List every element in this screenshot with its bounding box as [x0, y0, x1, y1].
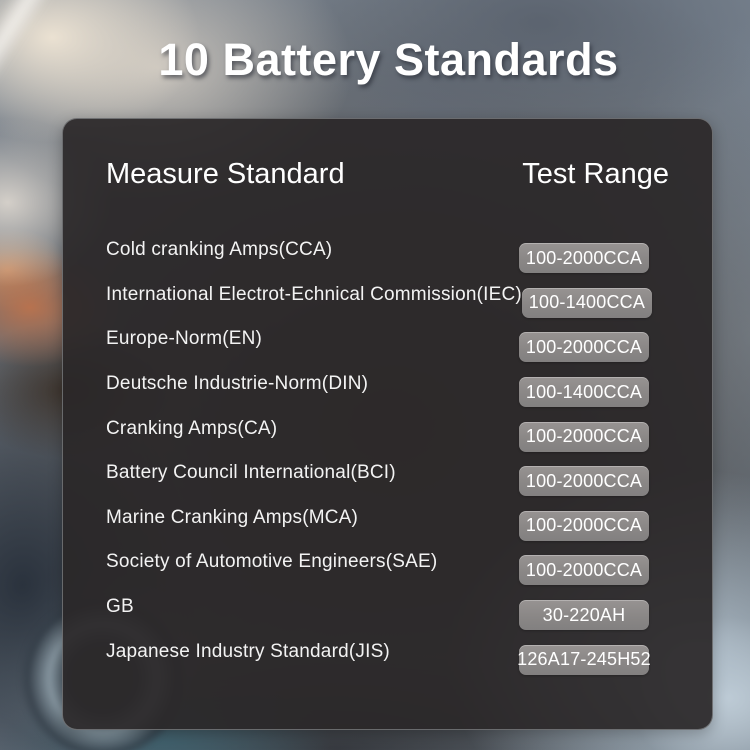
column-header-measure-standard: Measure Standard	[106, 158, 345, 190]
table-row: International Electrot-Echnical Commissi…	[106, 281, 669, 326]
table-row: Society of Automotive Engineers(SAE) 100…	[106, 548, 669, 593]
table-row: Japanese Industry Standard(JIS) 126A17-2…	[106, 637, 669, 682]
table-row: Deutsche Industrie-Norm(DIN) 100-1400CCA	[106, 370, 669, 415]
test-range-badge: 100-2000CCA	[519, 555, 649, 586]
standard-label: GB	[106, 596, 134, 618]
table-header: Measure Standard Test Range	[106, 157, 669, 191]
test-range-badge: 100-1400CCA	[519, 377, 649, 408]
standard-label: Cold cranking Amps(CCA)	[106, 239, 333, 261]
standards-table: Cold cranking Amps(CCA) 100-2000CCA Inte…	[106, 236, 669, 682]
table-row: Europe-Norm(EN) 100-2000CCA	[106, 325, 669, 370]
standards-panel: Measure Standard Test Range Cold crankin…	[62, 118, 713, 730]
test-range-badge: 100-2000CCA	[519, 510, 649, 541]
table-row: GB 30-220AH	[106, 593, 669, 638]
test-range-badge: 100-2000CCA	[519, 466, 649, 497]
test-range-badge: 100-2000CCA	[519, 421, 649, 452]
table-row: Cranking Amps(CA) 100-2000CCA	[106, 414, 669, 459]
standard-label: Society of Automotive Engineers(SAE)	[106, 551, 438, 573]
test-range-badge: 100-2000CCA	[519, 243, 649, 274]
standard-label: Marine Cranking Amps(MCA)	[106, 506, 359, 528]
test-range-badge: 30-220AH	[519, 600, 649, 631]
table-row: Cold cranking Amps(CCA) 100-2000CCA	[106, 236, 669, 281]
test-range-badge: 100-2000CCA	[519, 332, 649, 363]
test-range-badge: 126A17-245H52	[517, 644, 651, 675]
test-range-badge: 100-1400CCA	[521, 287, 652, 318]
column-header-test-range: Test Range	[522, 158, 669, 190]
standard-label: International Electrot-Echnical Commissi…	[106, 283, 522, 305]
standard-label: Cranking Amps(CA)	[106, 417, 278, 439]
table-row: Battery Council International(BCI) 100-2…	[106, 459, 669, 504]
standard-label: Deutsche Industrie-Norm(DIN)	[106, 373, 369, 395]
page-title: 10 Battery Standards	[158, 34, 619, 85]
standard-label: Battery Council International(BCI)	[106, 462, 396, 484]
table-row: Marine Cranking Amps(MCA) 100-2000CCA	[106, 504, 669, 549]
standard-label: Europe-Norm(EN)	[106, 328, 263, 350]
standard-label: Japanese Industry Standard(JIS)	[106, 640, 390, 662]
